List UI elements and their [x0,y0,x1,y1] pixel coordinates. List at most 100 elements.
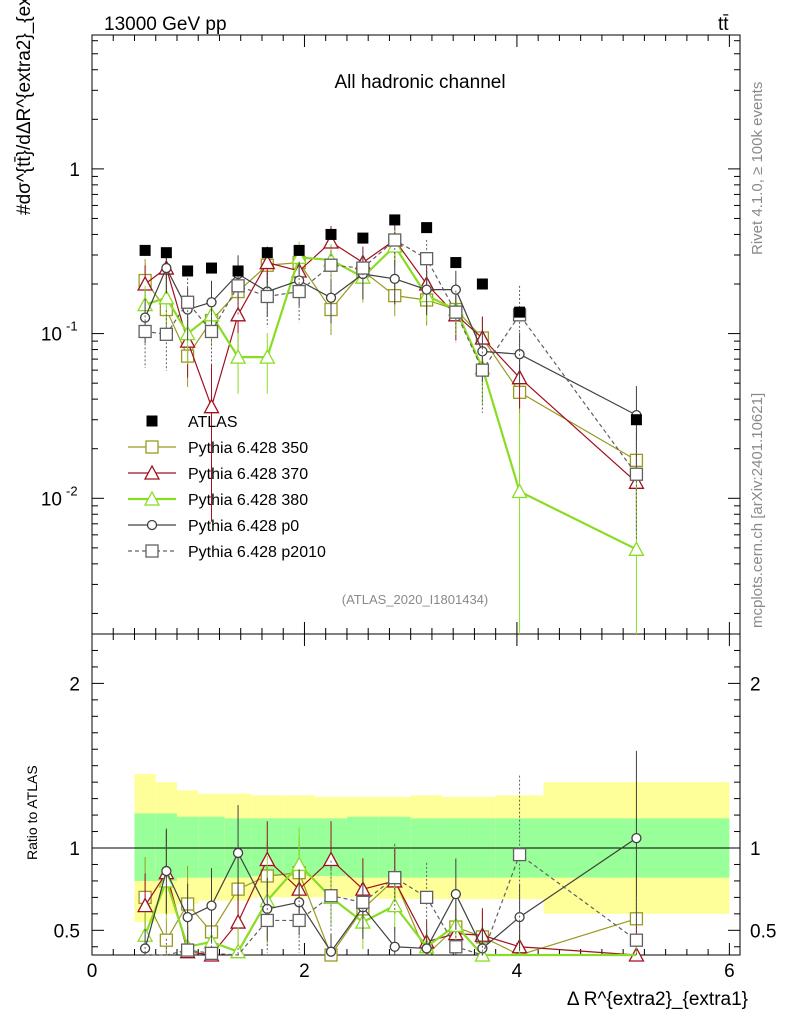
data-point [260,913,274,928]
chart-title: All hadronic channel [334,72,505,93]
data-point [292,284,306,299]
ratio-tick-label-right: 0.5 [750,921,776,942]
legend-marker-atlas [146,415,158,427]
legend-label: Pythia 6.428 370 [188,466,308,483]
ratio-tick-label: 1 [69,839,80,860]
data-point [180,295,195,309]
data-point [145,544,159,558]
ratio-tick-label: 0.5 [54,921,80,942]
data-point [629,467,644,481]
data-point [324,258,338,272]
atlas-point [450,257,462,269]
analysis-label: (ATLAS_2020_I1801434) [342,592,488,607]
legend-label: Pythia 6.428 p0 [188,518,299,535]
data-point [449,305,463,319]
legend-label-atlas: ATLAS [188,414,238,431]
data-point [356,895,370,909]
data-point [628,540,645,556]
data-point [325,292,337,303]
data-point [259,254,276,270]
data-point [325,946,337,957]
atlas-point [357,232,369,244]
legend: ATLAS Pythia 6.428 350 Pythia 6.428 370 Pyt… [128,414,326,561]
data-point [292,913,306,928]
y-tick-label: 10 [41,325,62,346]
y-tick-exponent: -2 [66,483,78,498]
data-point [159,327,174,341]
data-point [629,933,644,947]
data-point [138,324,152,339]
legend-label: Pythia 6.428 350 [188,440,308,457]
data-point [158,289,175,305]
mcplots-label: mcplots.cern.ch [arXiv:2401.10621] [749,393,766,628]
ratio-tick-label-right: 2 [750,674,761,695]
data-point [146,519,158,531]
data-point [449,940,463,954]
atlas-point [476,278,488,290]
data-point [450,888,461,900]
energy-label: 13000 GeV pp [104,14,227,35]
atlas-point [139,244,151,256]
data-point [512,847,527,862]
data-point [161,865,172,877]
series-layer [137,214,645,962]
atlas-data [139,214,642,426]
ratio-band-inner [134,813,156,881]
data-point [631,832,642,844]
data-point [259,348,276,364]
data-point [206,900,217,911]
x-tick-label: 0 [87,961,98,982]
ratio-tick-label-right: 1 [750,839,761,860]
atlas-point [182,265,194,277]
atlas-point [206,262,218,274]
data-point [203,398,220,414]
legend-label: Pythia 6.428 380 [188,492,308,509]
data-point [475,363,490,377]
data-point [419,890,434,905]
data-point [145,440,159,454]
atlas-point [421,222,433,234]
ratio-band-inner [198,816,225,878]
data-point [477,943,488,954]
data-point [182,911,193,923]
data-point [204,946,219,961]
data-point [260,289,274,304]
data-point [231,279,245,293]
axes: 0 2 4 6 1 10 -1 10 -2 0.5 0.5 1 1 2 2 [41,34,776,982]
rivet-label: Rivet 4.1.0, ≥ 100k events [749,82,766,255]
data-point [232,847,244,859]
x-axis-label: Δ R^{extra2}_{extra1} [567,989,748,1010]
data-point [511,483,528,499]
data-point [206,297,217,308]
data-point [229,913,247,929]
data-point [419,252,434,266]
x-tick-label: 6 [724,961,735,982]
atlas-point [232,265,244,277]
atlas-point [261,247,273,259]
atlas-point [630,414,642,426]
data-point [143,490,161,506]
data-point [388,870,402,885]
atlas-point [389,214,401,226]
data-point [389,941,400,952]
y-tick-label: 10 [41,489,62,510]
data-point [204,324,219,339]
x-tick-label: 4 [512,961,523,982]
legend-label: Pythia 6.428 p2010 [188,544,326,561]
y-tick-exponent: -1 [66,319,78,334]
data-point [229,943,247,959]
data-point [161,262,172,274]
data-point [356,261,370,275]
atlas-point [293,244,305,256]
y-tick-label: 1 [69,160,80,181]
data-point [180,943,195,957]
ratio-frame [91,633,741,956]
ratio-band-inner [176,816,199,878]
atlas-point [514,306,526,318]
data-point [389,273,400,284]
data-point [421,943,432,954]
process-label: tt̄ [718,14,729,35]
data-point [324,889,338,903]
data-point [421,284,432,295]
y-axis-label-ratio: Ratio to ATLAS [24,765,40,860]
